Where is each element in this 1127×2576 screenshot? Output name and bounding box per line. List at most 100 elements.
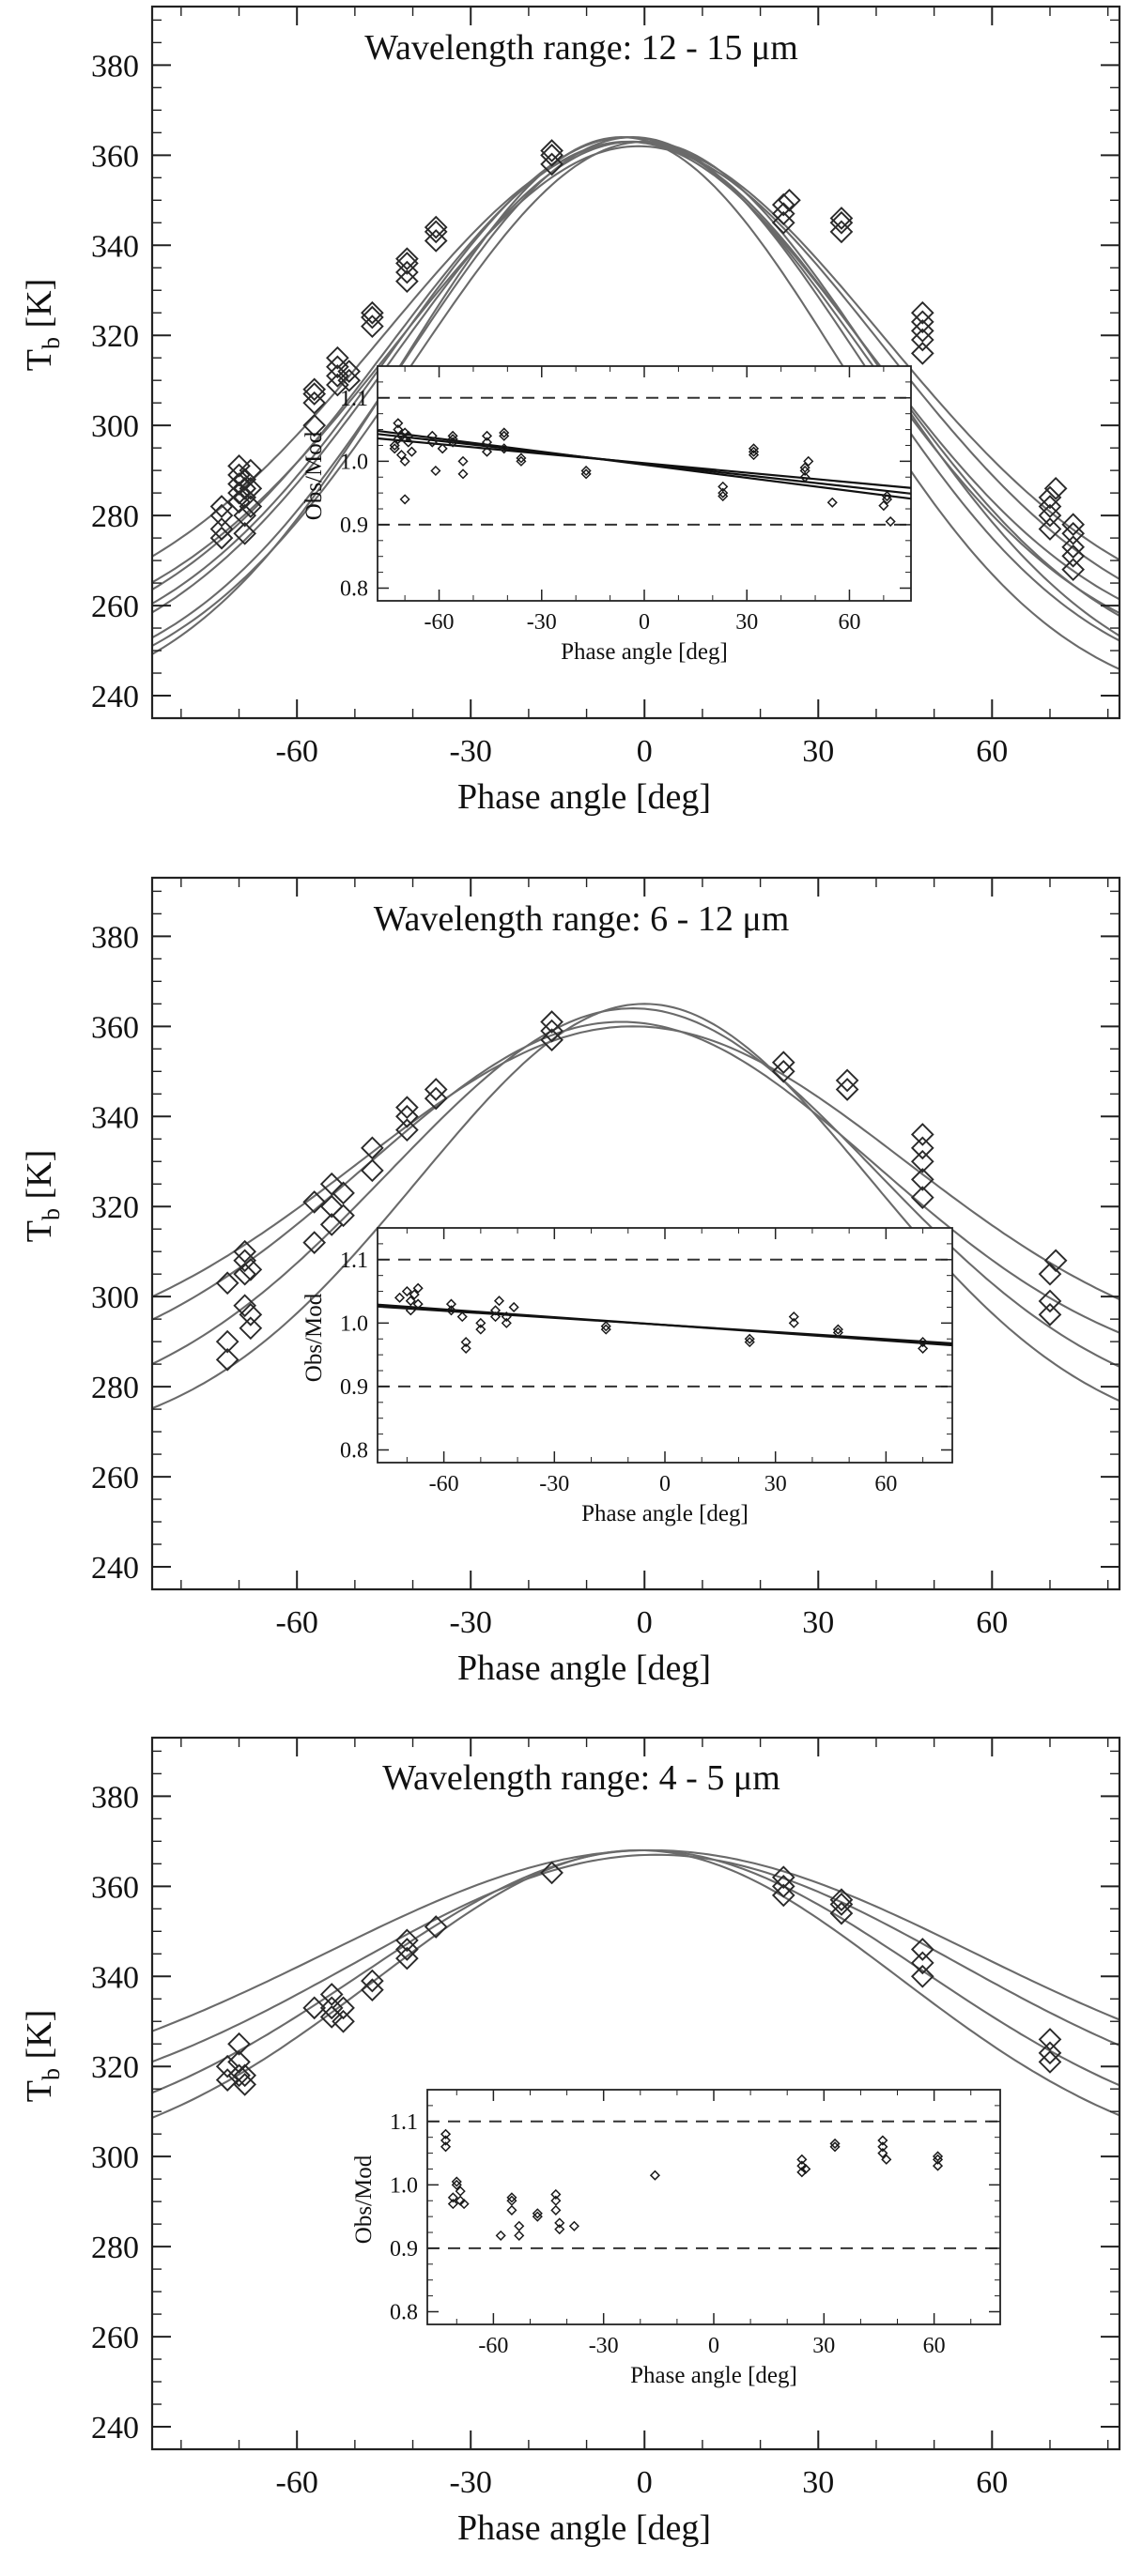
inset-y-tick-label: 1.0 <box>340 1311 368 1336</box>
observation-marker <box>233 1239 257 1264</box>
observation-marker <box>209 517 234 541</box>
y-tick-label: 280 <box>91 2231 139 2265</box>
inset-marker <box>395 450 408 461</box>
observation-marker <box>361 314 384 338</box>
observation-marker <box>771 1883 795 1908</box>
inset-marker <box>554 2224 565 2235</box>
inset-marker <box>744 1333 755 1344</box>
observation-marker <box>227 2063 251 2088</box>
observation-marker <box>1038 2028 1062 2051</box>
observation-marker <box>1038 503 1062 528</box>
inset-marker <box>394 1292 406 1303</box>
y-tick-label: 380 <box>91 1780 139 1815</box>
inset-marker <box>489 1305 502 1316</box>
observation-marker <box>1038 2050 1062 2074</box>
observation-marker <box>361 1978 384 2002</box>
observation-marker <box>239 495 263 518</box>
panel-1: -60 -30 0 30 60240260280300320340360380Phase… <box>20 5 1121 817</box>
inset-marker <box>550 2188 562 2200</box>
inset-marker <box>799 462 811 473</box>
inset-x-tick-label: 30 <box>812 2334 835 2358</box>
inset-marker <box>475 1317 486 1328</box>
inset-marker <box>788 1317 799 1328</box>
observation-marker <box>233 485 257 510</box>
inset-marker <box>554 2217 565 2229</box>
model-curves <box>152 1848 1119 2119</box>
observation-marker <box>910 1123 934 1146</box>
x-axis-label: Phase angle [deg] <box>457 1648 711 1688</box>
observation-marker <box>424 1915 448 1939</box>
model-curve-5 <box>152 136 1119 670</box>
observation-marker <box>1038 517 1062 541</box>
inset-marker <box>412 1282 424 1294</box>
observation-marker <box>910 300 934 325</box>
inset-marker <box>885 515 896 528</box>
y-tick-label: 360 <box>91 1870 139 1905</box>
inset-y-tick-label: 0.8 <box>390 2300 418 2324</box>
observation-marker <box>319 1172 344 1196</box>
observation-marker <box>395 1096 419 1120</box>
model-curve-3 <box>152 1848 1119 2119</box>
observation-marker <box>771 1059 795 1083</box>
inset-marker <box>481 437 493 448</box>
observation-marker <box>835 1078 859 1101</box>
inset-x-tick-label: 60 <box>874 1472 897 1496</box>
inset-marker <box>514 2220 525 2231</box>
observation-marker <box>424 1086 448 1111</box>
observation-marker <box>239 1303 263 1326</box>
inset-marker <box>389 439 400 452</box>
observation-marker <box>233 476 257 500</box>
x-tick-label: 30 <box>802 2465 834 2500</box>
observation-marker <box>910 1149 934 1173</box>
observation-marker <box>424 1078 448 1101</box>
inset-y-tick-label: 1.1 <box>340 387 368 411</box>
inset-marker <box>455 2185 466 2197</box>
inset-marker <box>532 2208 543 2219</box>
plot-frame <box>150 1736 1121 2451</box>
x-tick-label: -30 <box>450 2465 492 2500</box>
inset-marker <box>918 1337 929 1348</box>
inset-marker <box>878 500 889 512</box>
inset-marker <box>440 2141 452 2153</box>
inset-marker <box>550 2195 562 2206</box>
y-tick-label: 320 <box>91 319 139 354</box>
observation-marker <box>337 360 362 383</box>
inset-2: -60 -30 0 30 60 0.8 0.9 1.0 1.1 Phase angle [deg]… <box>301 1227 953 1526</box>
observation-marker <box>1038 485 1062 510</box>
inset-marker <box>456 1311 468 1323</box>
observation-marker <box>829 220 854 244</box>
inset-x-axis-label: Phase angle [deg] <box>630 2363 797 2388</box>
observation-marker <box>395 1938 419 1961</box>
inset-marker <box>426 437 438 448</box>
inset-marker <box>426 430 438 441</box>
observation-marker <box>239 1316 263 1341</box>
y-tick-label: 300 <box>91 1280 139 1315</box>
observation-marker <box>302 382 327 406</box>
y-tick-label: 260 <box>91 1461 139 1495</box>
inset-marker <box>447 437 458 448</box>
inset-x-tick-label: 0 <box>708 2334 719 2358</box>
inset-y-tick-label: 1.1 <box>390 2110 418 2135</box>
inset-marker <box>550 2204 562 2216</box>
x-tick-label: 60 <box>976 734 1008 769</box>
inset-y-axis-label: Obs/Mod <box>301 431 327 520</box>
observation-marker <box>540 143 564 167</box>
panel-title: Wavelength range: 4 - 5 μm <box>382 1758 780 1798</box>
inset-marker <box>460 1337 471 1348</box>
trend-line <box>377 1305 953 1345</box>
observation-marker <box>910 1186 934 1209</box>
observation-marker <box>1061 535 1086 560</box>
inset-x-tick-label: -60 <box>429 1472 459 1496</box>
observation-marker <box>302 377 327 402</box>
inset-x-tick-label: 30 <box>764 1472 787 1496</box>
model-curve-4 <box>152 1848 1119 2032</box>
observation-marker <box>395 1946 419 1970</box>
y-tick-label: 240 <box>91 2411 139 2446</box>
observation-marker <box>395 1118 419 1142</box>
model-curve-1 <box>152 1007 1119 1368</box>
observation-marker <box>233 2063 257 2088</box>
model-curve-3 <box>152 1003 1119 1410</box>
observations <box>215 1861 1062 2096</box>
